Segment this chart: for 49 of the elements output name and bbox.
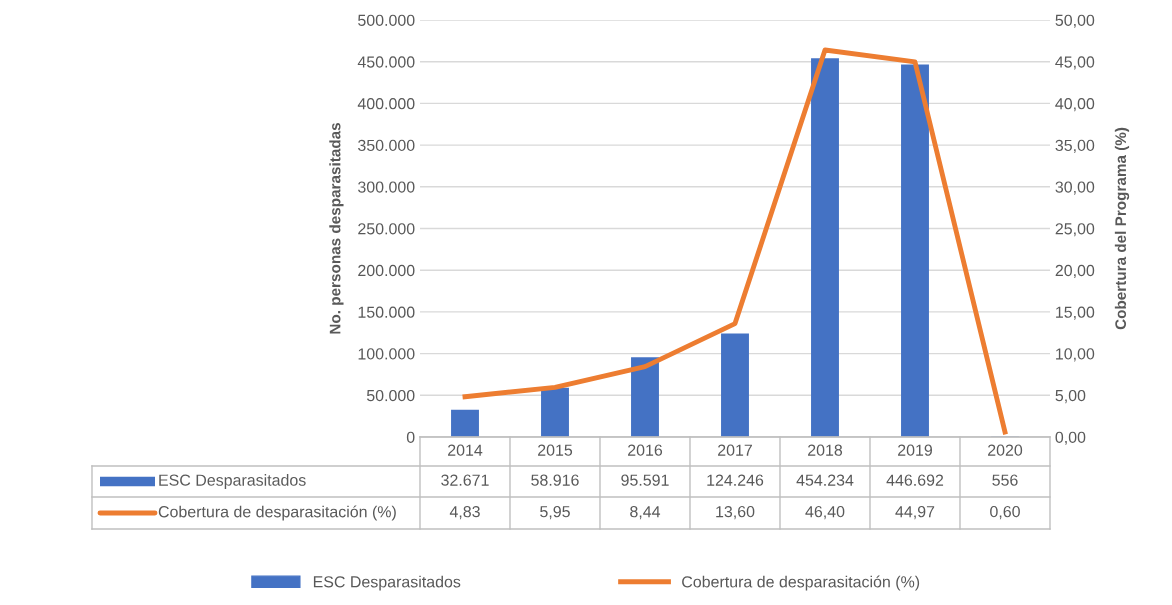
data-label: 454.234 [796,474,854,486]
y-tick-label: 250.000 [358,223,415,235]
data-label: 124.246 [707,474,764,486]
y-tick-label: 200.000 [358,264,415,277]
y-tick-label: 350.000 [358,139,415,152]
y-tick-label: 150.000 [358,306,415,318]
x-tick-label: 2018 [808,444,843,456]
data-label: 5,95 [540,505,570,520]
y-tick-label: 0 [406,431,415,443]
data-label: 556 [992,474,1018,486]
data-label: 0,60 [990,505,1020,520]
y2-tick-label: 45,00 [1055,56,1095,70]
data-label: 95.591 [621,474,669,486]
y-tick-label: 50.000 [366,389,415,402]
y2-tick-label: 50,00 [1055,14,1095,28]
data-label: 4,83 [449,505,480,520]
y2-tick-label: 30,00 [1055,181,1095,195]
y2-tick-label: 5,00 [1055,389,1086,404]
data-label: 13,60 [716,505,755,520]
y-tick-label: 450.000 [357,56,415,68]
x-tick-label: 2020 [988,444,1023,456]
y2-tick-label: 10,00 [1056,348,1095,362]
x-tick-label: 2019 [898,444,933,456]
y-tick-label: 300.000 [358,181,415,193]
legend-label: ESC Desparasitados [313,575,461,591]
text: ESC Desparasitados [159,474,306,489]
y2-axis-title: Cobertura del Programa (%) [1114,127,1130,330]
x-tick-label: 2016 [628,444,663,456]
y2-tick-label: 40,00 [1055,98,1095,112]
data-label: 46,40 [805,505,845,520]
y2-tick-label: 0,00 [1055,431,1086,445]
data-label: 44,97 [895,505,935,520]
data-label: 446.692 [886,474,944,486]
text: Cobertura de desparasitación (%) [682,575,920,591]
x-tick-label: 2014 [448,444,483,456]
y-tick-label: 500.000 [358,14,415,26]
y2-tick-label: 20,00 [1055,264,1095,279]
y-axis-title: No. personas desparasitadas [329,122,344,334]
data-label: 8,44 [630,505,661,520]
legend-label: Cobertura de desparasitación (%) [158,505,396,521]
x-tick-label: 2017 [718,444,752,456]
y2-tick-label: 15,00 [1056,306,1095,320]
x-tick-label: 2015 [538,444,573,456]
y2-tick-label: 35,00 [1055,139,1095,153]
y-tick-label: 100.000 [358,348,415,360]
y2-tick-label: 25,00 [1055,223,1095,237]
y-tick-label: 400.000 [357,98,415,110]
data-label: 58.916 [531,474,579,486]
data-label: 32.671 [441,474,489,486]
